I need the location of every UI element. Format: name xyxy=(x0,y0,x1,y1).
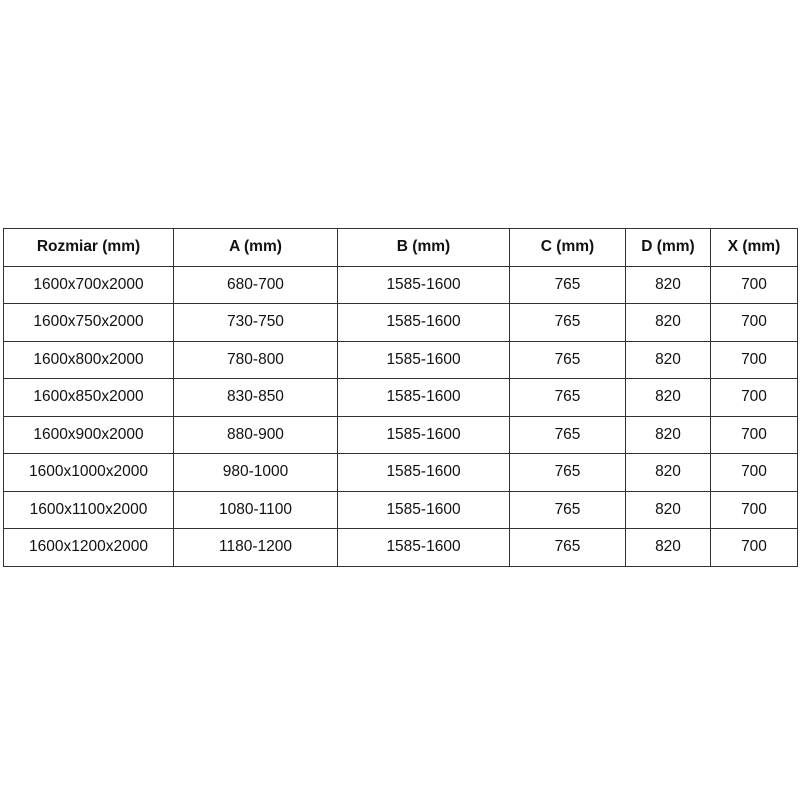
table-cell: 765 xyxy=(509,453,626,492)
table-cell: 820 xyxy=(625,528,711,567)
table-cell: 700 xyxy=(710,378,798,417)
dimensions-table: Rozmiar (mm) A (mm) B (mm) C (mm) D (mm) X (m… xyxy=(3,228,798,567)
table-row: 1600x850x2000 830-850 1585-1600 765 820 700 xyxy=(3,378,798,417)
table-cell: 1600x700x2000 xyxy=(3,265,174,304)
table-cell: 700 xyxy=(710,303,798,342)
table-cell: 765 xyxy=(509,378,626,417)
table-cell: 1180-1200 xyxy=(173,528,338,567)
table-row: 1600x1100x2000 1080-1100 1585-1600 765 820 70… xyxy=(3,490,798,529)
table-cell: 980-1000 xyxy=(173,453,338,492)
table-cell: 765 xyxy=(509,528,626,567)
table-cell: 1600x1200x2000 xyxy=(3,528,174,567)
table-row: 1600x750x2000 730-750 1585-1600 765 820 700 xyxy=(3,303,798,342)
table-cell: 700 xyxy=(710,528,798,567)
table-cell: 765 xyxy=(509,303,626,342)
table-cell: 830-850 xyxy=(173,378,338,417)
table-cell: 1600x900x2000 xyxy=(3,415,174,454)
column-header: Rozmiar (mm) xyxy=(3,228,174,267)
table-cell: 680-700 xyxy=(173,265,338,304)
table-cell: 765 xyxy=(509,340,626,379)
table-cell: 820 xyxy=(625,303,711,342)
table-cell: 1585-1600 xyxy=(337,303,510,342)
table-row: 1600x1000x2000 980-1000 1585-1600 765 820 700 xyxy=(3,453,798,492)
table-cell: 820 xyxy=(625,415,711,454)
table-cell: 780-800 xyxy=(173,340,338,379)
table-cell: 820 xyxy=(625,340,711,379)
table-cell: 700 xyxy=(710,340,798,379)
table-cell: 1585-1600 xyxy=(337,528,510,567)
table-row: 1600x800x2000 780-800 1585-1600 765 820 700 xyxy=(3,340,798,379)
column-header: C (mm) xyxy=(509,228,626,267)
table-cell: 1080-1100 xyxy=(173,490,338,529)
table-cell: 1585-1600 xyxy=(337,415,510,454)
table-cell: 765 xyxy=(509,265,626,304)
table-cell: 1585-1600 xyxy=(337,453,510,492)
table-row: 1600x900x2000 880-900 1585-1600 765 820 700 xyxy=(3,415,798,454)
table-row: 1600x700x2000 680-700 1585-1600 765 820 700 xyxy=(3,265,798,304)
table-cell: 1585-1600 xyxy=(337,340,510,379)
table-cell: 820 xyxy=(625,378,711,417)
column-header: X (mm) xyxy=(710,228,798,267)
table-cell: 1600x800x2000 xyxy=(3,340,174,379)
table-cell: 700 xyxy=(710,453,798,492)
table-cell: 765 xyxy=(509,490,626,529)
table-cell: 700 xyxy=(710,265,798,304)
table-cell: 730-750 xyxy=(173,303,338,342)
header-row: Rozmiar (mm) A (mm) B (mm) C (mm) D (mm) X (m… xyxy=(3,228,798,267)
table-cell: 700 xyxy=(710,415,798,454)
table-cell: 700 xyxy=(710,490,798,529)
table-cell: 820 xyxy=(625,265,711,304)
table-cell: 820 xyxy=(625,453,711,492)
column-header: A (mm) xyxy=(173,228,338,267)
column-header: D (mm) xyxy=(625,228,711,267)
table-cell: 1600x750x2000 xyxy=(3,303,174,342)
table-cell: 1600x1100x2000 xyxy=(3,490,174,529)
table-cell: 880-900 xyxy=(173,415,338,454)
table-cell: 1585-1600 xyxy=(337,490,510,529)
table-cell: 765 xyxy=(509,415,626,454)
table-cell: 1600x1000x2000 xyxy=(3,453,174,492)
column-header: B (mm) xyxy=(337,228,510,267)
table-cell: 1600x850x2000 xyxy=(3,378,174,417)
table-cell: 1585-1600 xyxy=(337,378,510,417)
table-row: 1600x1200x2000 1180-1200 1585-1600 765 820 70… xyxy=(3,528,798,567)
table-cell: 1585-1600 xyxy=(337,265,510,304)
table-cell: 820 xyxy=(625,490,711,529)
